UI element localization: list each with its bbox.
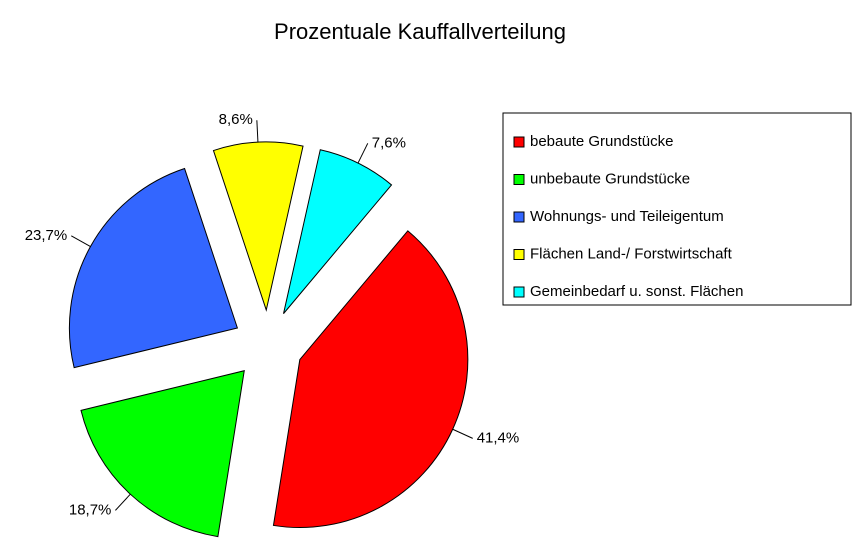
legend-label: Gemeinbedarf u. sonst. Flächen (530, 283, 743, 300)
legend-label: Wohnungs- und Teileigentum (530, 208, 724, 225)
data-label: 7,6% (372, 134, 406, 151)
legend-swatch (513, 174, 525, 185)
legend-label: Flächen Land-/ Forstwirtschaft (530, 245, 733, 262)
chart-title: Prozentuale Kauffallverteilung (274, 19, 566, 44)
legend-box (502, 112, 852, 306)
leader-line (256, 120, 259, 143)
leader-line (71, 235, 91, 247)
legend-label: bebaute Grundstücke (530, 133, 673, 150)
legend-swatch (513, 211, 525, 223)
leader-line (357, 143, 369, 164)
data-label: 23,7% (25, 227, 68, 244)
data-label: 18,7% (69, 501, 112, 518)
pie-slice (272, 230, 469, 528)
legend-swatch (513, 249, 525, 260)
legend-label: unbebaute Grundstücke (530, 170, 690, 187)
pie-slice (212, 141, 304, 312)
pie-slice (68, 167, 239, 369)
data-label: 8,6% (219, 111, 253, 128)
leader-line (115, 493, 131, 511)
leader-line (452, 428, 473, 439)
legend-swatch (513, 286, 525, 298)
data-label: 41,4% (477, 429, 520, 446)
pie-slice (80, 370, 245, 538)
legend-swatch (513, 136, 525, 148)
